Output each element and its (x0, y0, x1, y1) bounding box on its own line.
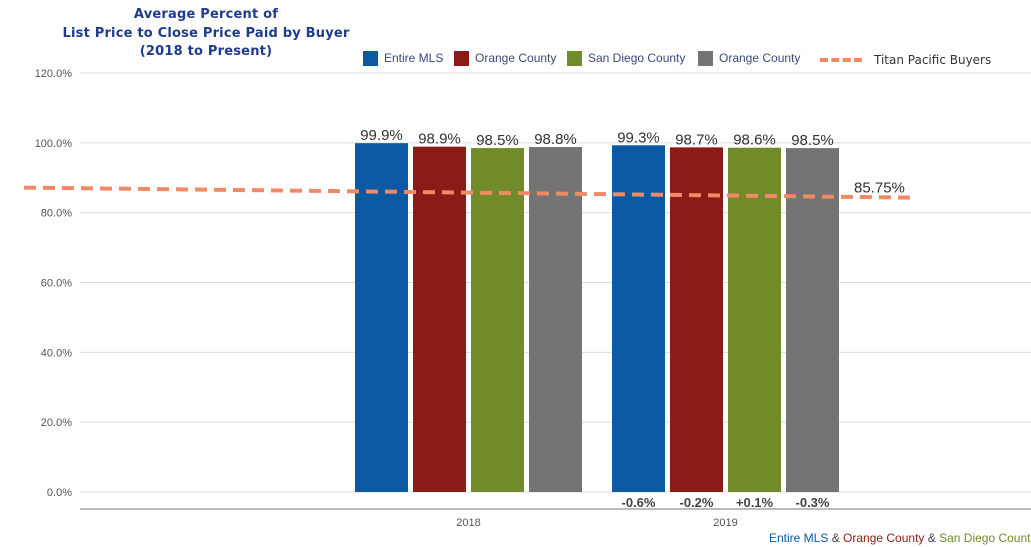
legend-item-0: Entire MLS (363, 50, 443, 66)
bar-value-label-2019-series-2: 98.6% (733, 132, 776, 149)
change-label-2019-series-3: -0.3% (796, 495, 830, 510)
bar-value-label-2018-series-1: 98.9% (418, 131, 461, 148)
legend-item-3: Orange County (698, 50, 800, 66)
legend-swatch-0 (363, 50, 378, 66)
y-tick-label-3: 60.0% (41, 278, 72, 290)
y-tick-label-0: 0.0% (47, 487, 72, 499)
legend-label-reference: Titan Pacific Buyers (874, 53, 992, 67)
bar-2018-series-2 (471, 148, 524, 492)
legend-label-1: Orange County (475, 51, 557, 65)
y-tick-label-4: 80.0% (41, 208, 72, 220)
bar-2019-series-2 (728, 147, 781, 492)
y-tick-label-2: 40.0% (41, 347, 72, 359)
footer-note-segment-0: Entire MLS (769, 531, 829, 545)
bar-2019-series-0 (612, 145, 665, 492)
chart-title-line-2: List Price to Close Price Paid by Buyer (62, 26, 350, 41)
legend-label-0: Entire MLS (384, 51, 444, 65)
y-tick-label-1: 20.0% (41, 417, 72, 429)
bar-value-label-2019-series-0: 99.3% (617, 129, 660, 146)
legend-swatch-1 (454, 50, 469, 66)
bar-value-label-2018-series-3: 98.8% (534, 131, 577, 148)
bar-2019-series-3 (786, 148, 839, 492)
legend-item-reference: Titan Pacific Buyers (820, 52, 991, 68)
bar-2018-series-0 (355, 143, 408, 492)
bar-2019-series-1 (670, 147, 723, 492)
legend-swatch-3 (698, 50, 713, 66)
change-label-2019-series-0: -0.6% (622, 495, 656, 510)
bar-value-label-2018-series-2: 98.5% (476, 132, 519, 149)
footer-note-segment-3: & (924, 531, 940, 545)
legend-swatch-2 (567, 50, 582, 66)
reference-line-label: 85.75% (854, 180, 905, 197)
footer-note-segment-1: & (828, 531, 844, 545)
bar-2018-series-3 (529, 147, 582, 493)
reference-line (23, 185, 911, 200)
legend-dash-swatch (820, 58, 862, 62)
bar-value-label-2018-series-0: 99.9% (360, 127, 403, 144)
footer-note: Entire MLS & Orange County & San Diego C… (769, 531, 1031, 545)
y-tick-label-6: 120.0% (35, 68, 73, 80)
change-label-2019-series-1: -0.2% (680, 495, 714, 510)
bar-value-label-2019-series-1: 98.7% (675, 131, 718, 148)
footer-note-segment-2: Orange County (843, 531, 925, 545)
x-tick-label-2018: 2018 (456, 517, 480, 529)
legend-label-2: San Diego County (588, 51, 686, 65)
change-label-2019-series-2: +0.1% (736, 495, 774, 510)
footer-note-segment-4: San Diego Count (939, 531, 1031, 545)
legend-item-1: Orange County (454, 50, 556, 66)
chart-title-line-3: (2018 to Present) (139, 44, 273, 59)
y-tick-label-5: 100.0% (35, 138, 73, 150)
chart-title-line-1: Average Percent of (133, 7, 279, 22)
legend-label-3: Orange County (719, 51, 801, 65)
x-tick-label-2019: 2019 (713, 517, 737, 529)
legend-item-2: San Diego County (567, 50, 685, 66)
bar-value-label-2019-series-3: 98.5% (791, 132, 834, 149)
bar-2018-series-1 (413, 146, 466, 492)
